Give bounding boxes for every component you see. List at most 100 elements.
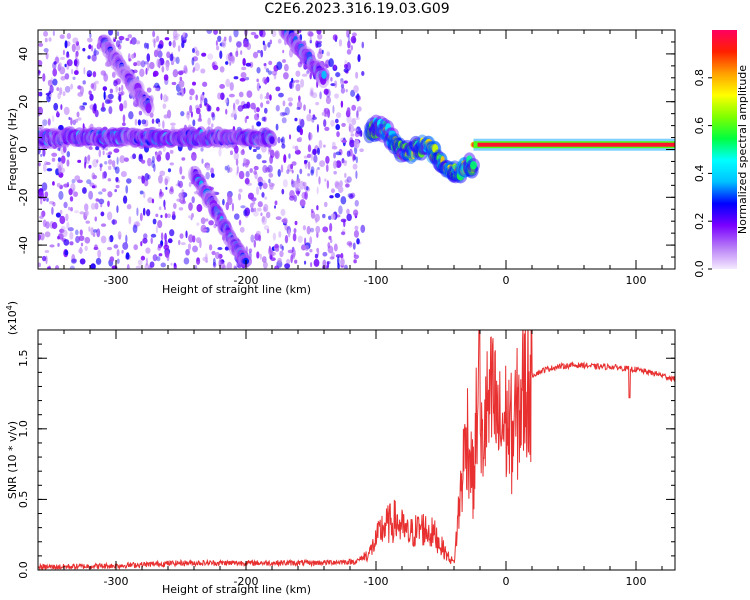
spectrogram-speckle <box>79 211 85 215</box>
x-tick-label: -200 <box>234 274 259 287</box>
spectrogram-speckle <box>354 225 359 231</box>
spectrogram-speckle <box>315 225 321 234</box>
spectrogram-speckle <box>262 40 265 46</box>
spectrogram-speckle <box>346 213 352 222</box>
spectrogram-speckle <box>322 259 327 268</box>
spectrogram-speckle <box>219 66 225 73</box>
spectrogram-speckle <box>38 60 43 67</box>
spectrogram-speckle <box>340 87 346 94</box>
spectrogram-speckle <box>277 257 282 264</box>
spectrogram-speckle <box>131 53 135 59</box>
spectrogram-speckle <box>294 145 299 152</box>
spectrogram-speckle <box>267 70 273 75</box>
spectrogram-speckle <box>162 144 166 153</box>
spectrogram-speckle <box>121 122 126 127</box>
spectrogram-speckle <box>48 265 52 269</box>
spectrogram-speckle <box>227 196 233 206</box>
spectrogram-speckle <box>335 123 341 131</box>
spectrogram-speckle <box>230 113 234 118</box>
spectrogram-speckle <box>356 93 360 102</box>
spectrogram-speckle <box>288 48 294 58</box>
spectrogram-speckle <box>138 154 144 162</box>
spectrogram-speckle <box>135 76 140 83</box>
spectrogram-speckle <box>267 164 273 173</box>
spectrogram-speckle <box>333 170 337 175</box>
spectrogram-speckle <box>121 84 124 92</box>
spectrogram-speckle <box>263 107 268 114</box>
spectrogram-speckle <box>114 166 120 174</box>
spectrogram-speckle <box>279 250 284 258</box>
spectrogram-speckle <box>233 76 239 80</box>
snr-frame <box>37 329 676 571</box>
spectrogram-speckle <box>139 190 144 195</box>
spectrogram-speckle <box>205 218 209 222</box>
spectrogram-speckle <box>323 119 327 128</box>
spectrogram-speckle <box>242 58 246 66</box>
spectrogram-speckle <box>303 260 307 265</box>
spectrogram-speckle <box>104 99 111 105</box>
spectrogram-speckle <box>160 232 164 241</box>
spectrogram-speckle <box>252 200 256 205</box>
spectrogram-speckle <box>111 219 118 225</box>
spectrogram-speckle <box>130 37 137 45</box>
spectrogram-speckle <box>293 228 297 234</box>
spectrogram-speckle <box>256 107 260 113</box>
spectrogram-speckle <box>281 117 287 124</box>
spectrogram-speckle <box>175 56 180 65</box>
y-tick-label: 0.5 <box>17 491 30 509</box>
spectrogram-speckle <box>119 103 124 112</box>
spectrogram-speckle <box>266 100 270 105</box>
spectrogram-speckle <box>225 108 228 115</box>
y-tick-label: 20 <box>17 95 30 109</box>
spectrogram-speckle <box>304 159 309 164</box>
spectrogram-speckle <box>308 132 313 141</box>
spectrogram-speckle <box>122 242 129 250</box>
spectrogram-speckle <box>243 209 248 217</box>
spectrogram-speckle <box>287 229 291 238</box>
spectrogram-speckle <box>203 97 208 106</box>
spectrogram-speckle <box>69 231 74 240</box>
spectrogram-speckle <box>325 155 330 164</box>
spectrogram-speckle <box>345 183 350 188</box>
spectrogram-speckle <box>181 175 185 180</box>
spectrogram-speckle <box>264 196 268 200</box>
spectrogram-speckle <box>218 147 222 157</box>
spectrogram-speckle <box>348 194 354 200</box>
spectrogram-speckle <box>353 139 360 149</box>
spectrogram-speckle <box>196 222 200 226</box>
spectrogram-speckle <box>250 102 256 110</box>
spectrogram-speckle <box>145 67 148 75</box>
spectrogram-speckle <box>281 245 284 251</box>
spectrogram-speckle <box>355 170 358 179</box>
spectrogram-speckle <box>156 256 161 262</box>
spectrogram-speckle <box>278 92 284 98</box>
spectrogram-speckle <box>125 185 129 194</box>
spectrogram-speckle <box>353 85 359 94</box>
spectrogram-speckle <box>53 102 59 111</box>
spectrogram-speckle <box>65 213 69 222</box>
spectrogram-speckle <box>144 61 149 65</box>
spectrogram-speckle <box>146 209 151 217</box>
spectrogram-speckle <box>206 30 213 34</box>
spectrogram-speckle <box>254 34 259 39</box>
spectrogram-speckle <box>294 117 298 122</box>
spectrogram-speckle <box>68 206 71 211</box>
spectrogram-speckle <box>233 113 237 121</box>
spectrogram-speckle <box>208 186 214 191</box>
spectrogram-speckle <box>51 152 58 157</box>
spectrogram-speckle <box>255 230 261 236</box>
spectrogram-speckle <box>321 112 325 116</box>
spectrogram-speckle <box>275 123 279 131</box>
spectrogram-speckle <box>275 86 281 92</box>
spectrogram-speckle <box>325 88 331 98</box>
spectrogram-speckle <box>98 198 105 205</box>
spectrogram-speckle <box>46 168 53 172</box>
spectrogram-speckle <box>318 139 323 149</box>
spectrogram-speckle <box>260 212 263 217</box>
spectrogram-speckle <box>343 68 349 73</box>
spectrogram-speckle <box>137 175 142 180</box>
spectrogram-speckle <box>132 224 138 233</box>
spectrogram-speckle <box>163 206 166 210</box>
spectrogram-speckle <box>328 235 332 240</box>
spectrogram-speckle <box>226 261 233 269</box>
